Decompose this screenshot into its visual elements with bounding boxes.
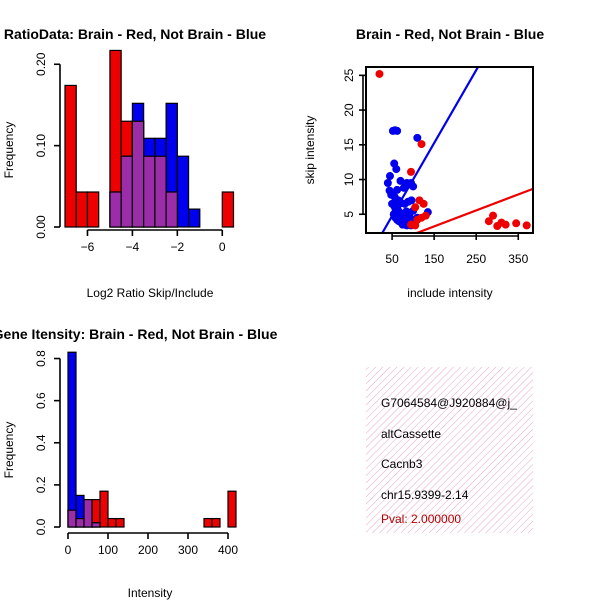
intensity-histogram-overlap-bar [67,509,77,528]
brain-scatter-point [375,69,384,78]
ratio-histogram-x-tick-label: −2 [170,240,184,254]
intensity-histogram-axes: 0 100 200 300 400 0.0 0.2 0.4 0.6 0.8 [34,350,238,557]
scatter-x-tick-label: 150 [424,252,444,266]
ratio-histogram-axes: −6 −4 −2 0 0.00 0.10 0.20 [34,52,226,254]
brain-scatter-point [489,211,498,220]
intensity-histogram-ylabel: Frequency [2,422,16,479]
scatter-title: Brain - Red, Not Brain - Blue [356,26,544,42]
intensity-histogram-y-tick-label: 0.0 [34,518,48,535]
ratio-histogram-overlap-bar [120,155,134,228]
not-brain-scatter-point [407,196,416,205]
intensity-histogram-brain-bar [99,490,109,528]
ratio-histogram-brain-bar [86,191,100,228]
ratio-histogram-y-tick-label: 0.20 [34,52,48,76]
ratio-histogram-overlap-bar [165,191,178,228]
intensity-histogram-overlap-bar [83,499,93,528]
ratio-histogram-overlap-bar [143,155,156,228]
ratio-histogram-panel: RatioData: Brain - Red, Not Brain - Blue… [2,26,266,300]
intensity-histogram-bars [67,351,237,528]
info-event-type: altCassette [381,427,441,441]
brain-scatter-point [501,220,510,229]
scatter-x-tick-label: 250 [466,252,486,266]
brain-scatter-point [512,219,521,228]
scatter-axes: 50 150 250 350 5 10 15 20 25 [342,68,528,266]
intensity-histogram-x-tick-label: 200 [138,543,158,557]
brain-scatter-point [522,221,531,230]
info-event-id: G7064584@J920884@j_ [381,396,517,410]
ratio-histogram-title: RatioData: Brain - Red, Not Brain - Blue [4,26,266,42]
not-brain-scatter-point [392,211,401,220]
info-coordinates: chr15.9399-2.14 [381,488,469,502]
ratio-histogram-notbrain-bar [187,208,201,228]
ratio-histogram-x-tick-label: 0 [219,240,226,254]
not-brain-scatter-point [413,133,422,142]
intensity-scatter-panel: Brain - Red, Not Brain - Blue include in… [303,26,544,300]
ratio-histogram-notbrain-bar [176,155,190,228]
brain-scatter-point [484,217,493,226]
intensity-histogram-notbrain-bar [67,351,77,528]
intensity-histogram-overlap-bar [75,517,85,528]
info-panel-background [366,367,533,533]
ratio-histogram-overlap-bar [131,120,145,228]
ratio-histogram-brain-bar [221,191,235,228]
brain-fit-line [413,187,533,233]
brain-scatter-point [419,199,428,208]
not-brain-scatter-point [392,165,401,174]
ratio-histogram-x-tick-label: −4 [126,240,140,254]
not-brain-scatter-point [393,126,402,135]
not-brain-scatter-point [409,182,418,191]
brain-scatter-point [417,140,426,149]
ratio-histogram-overlap-bar [154,155,167,228]
brain-scatter-point [411,203,420,212]
intensity-histogram-panel: Gene Itensity: Brain - Red, Not Brain - … [0,326,278,600]
not-brain-scatter-point [385,172,394,181]
intensity-histogram-x-tick-label: 0 [65,543,72,557]
info-gene-name: Cacnb3 [381,457,423,471]
not-brain-scatter-point [383,178,392,187]
ratio-histogram-ylabel: Frequency [2,122,16,179]
ratio-histogram-y-tick-label: 0.00 [34,215,48,239]
scatter-y-tick-label: 20 [342,103,356,117]
intensity-histogram-y-tick-label: 0.8 [34,350,48,367]
scatter-y-tick-label: 5 [342,211,356,218]
not-brain-scatter-point [393,185,402,194]
scatter-xlabel: include intensity [407,286,492,300]
brain-scatter-point [421,211,430,220]
scatter-frame [365,66,534,234]
intensity-histogram-brain-bar [203,517,213,528]
scatter-y-tick-label: 10 [342,173,356,187]
ratio-histogram-brain-bar [64,84,77,228]
ratio-histogram-y-tick-label: 0.10 [34,134,48,158]
intensity-histogram-brain-bar [107,517,117,528]
ratio-histogram-xlabel: Log2 Ratio Skip/Include [87,286,214,300]
intensity-histogram-x-tick-label: 400 [218,543,238,557]
intensity-histogram-title: Gene Itensity: Brain - Red, Not Brain - … [0,326,278,342]
info-pvalue: Pval: 2.000000 [381,512,461,526]
intensity-histogram-overlap-bar [91,522,101,528]
ratio-histogram-bars [64,49,235,228]
intensity-histogram-y-tick-label: 0.2 [34,476,48,493]
scatter-y-tick-label: 25 [342,68,356,82]
ratio-histogram-x-tick-label: −6 [81,240,95,254]
intensity-histogram-y-tick-label: 0.4 [34,434,48,451]
scatter-points [375,69,531,231]
intensity-histogram-brain-bar [227,490,237,528]
ratio-histogram-brain-bar [75,191,89,228]
not-brain-scatter-point [396,176,405,185]
brain-scatter-point [407,167,416,176]
scatter-y-tick-label: 15 [342,138,356,152]
intensity-histogram-brain-bar [211,517,221,528]
intensity-histogram-y-tick-label: 0.6 [34,392,48,409]
intensity-histogram-x-tick-label: 300 [178,543,198,557]
intensity-histogram-brain-bar [115,517,125,528]
brain-scatter-point [411,221,420,230]
info-panel: G7064584@J920884@j_ altCassette Cacnb3 c… [366,367,533,533]
scatter-x-tick-label: 50 [385,252,399,266]
intensity-histogram-xlabel: Intensity [128,586,173,600]
scatter-ylabel: skip intensity [303,116,317,185]
intensity-histogram-x-tick-label: 100 [98,543,118,557]
ratio-histogram-overlap-bar [109,191,122,228]
scatter-x-tick-label: 350 [508,252,528,266]
